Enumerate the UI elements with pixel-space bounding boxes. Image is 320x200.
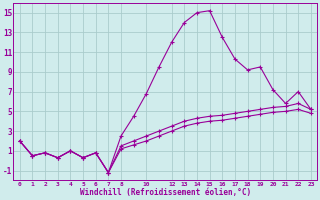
- X-axis label: Windchill (Refroidissement éolien,°C): Windchill (Refroidissement éolien,°C): [80, 188, 251, 197]
